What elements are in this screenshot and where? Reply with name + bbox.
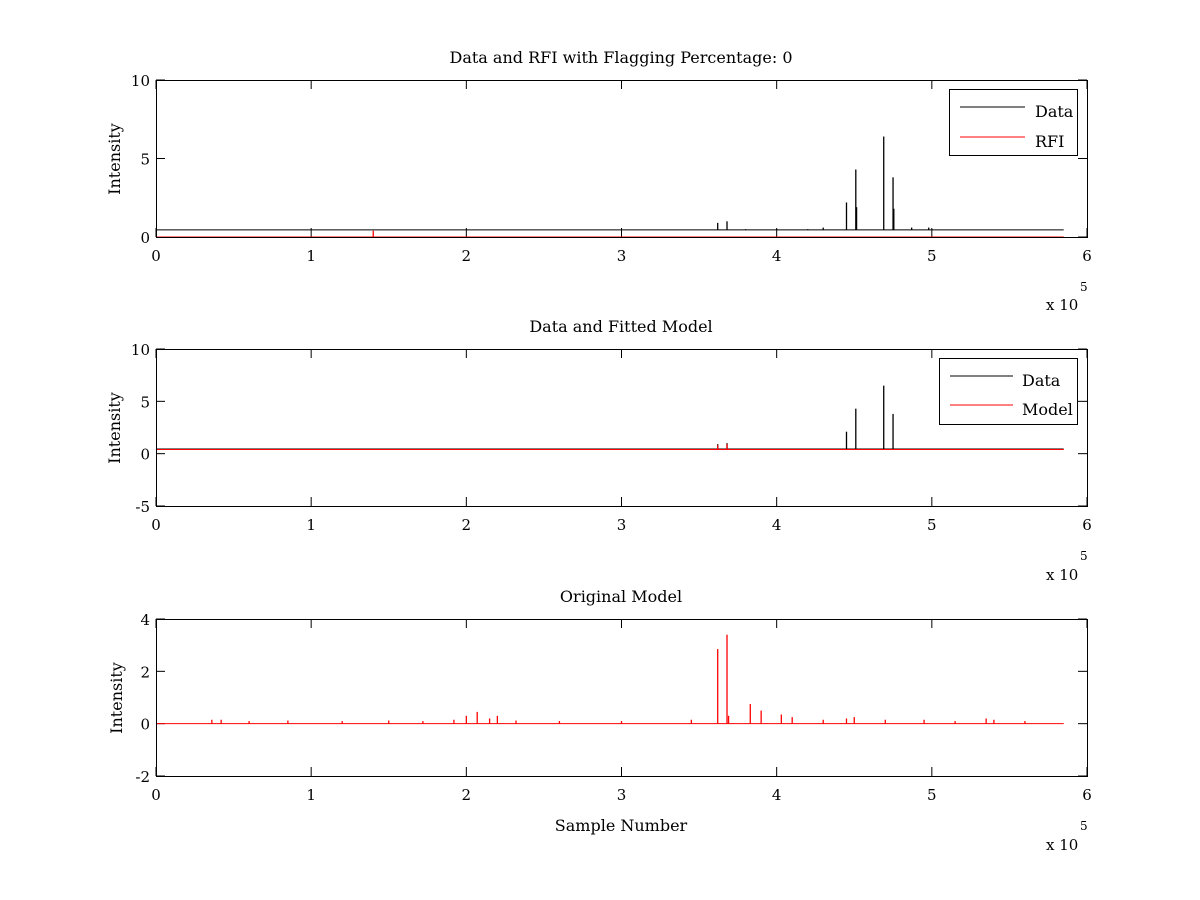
legend-label-data: Data: [1022, 371, 1061, 390]
y-tick-label: 0: [140, 716, 150, 734]
legend-label-rfi: RFI: [1035, 132, 1064, 151]
subplot-1-ylabel: Intensity: [105, 123, 124, 195]
subplot-2-x-multiplier-exp: 5: [1080, 549, 1088, 563]
subplot-1-x-multiplier-exp: 5: [1080, 280, 1088, 294]
y-tick-label: 0: [140, 229, 150, 247]
x-tick-label: 1: [306, 786, 316, 804]
y-tick-label: 2: [140, 663, 150, 681]
x-tick-label: 5: [927, 786, 937, 804]
subplot-3-title: Original Model: [560, 587, 682, 606]
x-tick-label: 2: [462, 516, 472, 534]
y-tick-label: 5: [140, 151, 150, 169]
x-tick-label: 1: [306, 516, 316, 534]
x-tick-label: 4: [772, 516, 782, 534]
x-tick-label: 0: [151, 516, 161, 534]
x-tick-label: 2: [462, 247, 472, 265]
subplot-2-marks: [156, 385, 1064, 450]
subplot-3-x-multiplier-exp: 5: [1080, 819, 1088, 833]
subplot-data-model: Data and Fitted Model Intensity 0 1 2 3 4 5 6 -…: [105, 317, 1092, 584]
x-tick-label: 6: [1082, 247, 1092, 265]
x-tick-label: 5: [927, 516, 937, 534]
x-tick-label: 0: [151, 786, 161, 804]
subplot-1-axes: [156, 80, 1088, 238]
x-tick-label: 4: [772, 786, 782, 804]
subplot-2-title: Data and Fitted Model: [529, 317, 712, 336]
subplot-1-ticks: 0 1 2 3 4 5 6 0 5 10: [131, 72, 1092, 265]
legend-label-model: Model: [1022, 400, 1073, 419]
y-tick-label: 0: [140, 446, 150, 464]
x-tick-label: 3: [617, 516, 627, 534]
subplot-3-marks: [156, 634, 1064, 725]
x-tick-label: 3: [617, 786, 627, 804]
legend-box: [949, 89, 1078, 156]
subplot-2-x-multiplier: x 10: [1046, 566, 1078, 584]
x-tick-label: 2: [462, 786, 472, 804]
y-tick-label: -5: [135, 498, 150, 516]
subplot-1-title: Data and RFI with Flagging Percentage: 0: [449, 48, 792, 67]
subplot-3-axes: [156, 619, 1088, 777]
y-tick-label: 10: [131, 341, 150, 359]
x-tick-label: 3: [617, 247, 627, 265]
subplot-1-x-multiplier: x 10: [1046, 296, 1078, 314]
y-tick-label: 5: [140, 393, 150, 411]
legend-box: [939, 358, 1078, 425]
subplot-1-legend: Data RFI: [949, 89, 1078, 156]
subplot-3-ylabel: Intensity: [107, 662, 126, 734]
x-tick-label: 6: [1082, 786, 1092, 804]
y-tick-label: 4: [140, 611, 150, 629]
x-tick-label: 1: [306, 247, 316, 265]
subplot-data-rfi: Data and RFI with Flagging Percentage: 0…: [105, 48, 1092, 314]
x-tick-label: 0: [151, 247, 161, 265]
x-tick-label: 6: [1082, 516, 1092, 534]
subplot-1-marks: [156, 136, 1064, 238]
y-tick-label: 10: [131, 72, 150, 90]
subplot-2-ylabel: Intensity: [105, 392, 124, 464]
y-tick-label: -2: [135, 768, 150, 786]
subplot-2-axes: [156, 349, 1088, 507]
subplot-3-x-multiplier: x 10: [1046, 836, 1078, 854]
x-tick-label: 5: [927, 247, 937, 265]
x-tick-label: 4: [772, 247, 782, 265]
subplot-2-legend: Data Model: [939, 358, 1078, 425]
legend-label-data: Data: [1035, 102, 1074, 121]
subplot-3-xlabel: Sample Number: [555, 816, 688, 835]
